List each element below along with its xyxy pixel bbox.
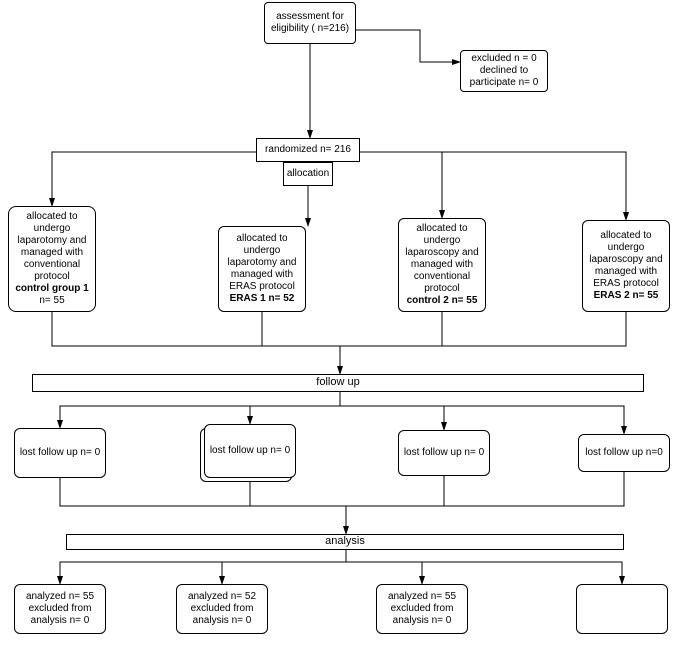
control1-node: allocated to undergo laparotomy and mana… bbox=[8, 206, 96, 312]
node-bold: control group 1 bbox=[15, 283, 88, 295]
node-text: allocated to undergo laparotomy and mana… bbox=[12, 211, 92, 283]
node-text: lost follow up n= 0 bbox=[210, 445, 290, 457]
node-text: analyzed n= 52 excluded from analysis n=… bbox=[180, 591, 264, 627]
lost4-node: lost follow up n=0 bbox=[578, 434, 670, 472]
node-text: lost follow up n= 0 bbox=[404, 447, 484, 459]
analyzed3-node: analyzed n= 55 excluded from analysis n=… bbox=[376, 584, 468, 634]
analyzed2-node: analyzed n= 52 excluded from analysis n=… bbox=[176, 584, 268, 634]
node-bold: ERAS 2 n= 55 bbox=[594, 290, 659, 302]
lost1-node: lost follow up n= 0 bbox=[14, 428, 106, 478]
eras2-node: allocated to undergo laparoscopy and man… bbox=[582, 220, 670, 312]
followup-node: follow up bbox=[32, 374, 644, 392]
randomized-node: randomized n= 216 bbox=[256, 138, 360, 162]
node-text: allocation bbox=[287, 168, 329, 180]
node-text: analyzed n= 55 excluded from analysis n=… bbox=[18, 591, 102, 627]
node-text: allocated to undergo laparotomy and mana… bbox=[222, 233, 302, 293]
control2-node: allocated to undergo laparoscopy and man… bbox=[398, 218, 486, 312]
node-bold: ERAS 1 n= 52 bbox=[230, 293, 295, 305]
node-text: excluded n = 0 declined to participate n… bbox=[464, 53, 544, 89]
assessment-node: assessment for eligibility ( n=216) bbox=[264, 2, 356, 44]
node-text: analysis bbox=[325, 535, 365, 548]
lost3-node: lost follow up n= 0 bbox=[398, 430, 490, 476]
node-text: randomized n= 216 bbox=[265, 144, 351, 156]
node-bold: control 2 n= 55 bbox=[407, 295, 478, 307]
node-text: allocated to undergo laparoscopy and man… bbox=[586, 230, 666, 290]
eras1-node: allocated to undergo laparotomy and mana… bbox=[218, 226, 306, 312]
node-text: lost follow up n=0 bbox=[585, 447, 663, 459]
node-text: allocated to undergo laparoscopy and man… bbox=[402, 223, 482, 295]
node-text: lost follow up n= 0 bbox=[20, 447, 100, 459]
excluded-node: excluded n = 0 declined to participate n… bbox=[460, 50, 548, 92]
node-text: analyzed n= 55 excluded from analysis n=… bbox=[380, 591, 464, 627]
analyzed4-node bbox=[576, 584, 668, 634]
analyzed1-node: analyzed n= 55 excluded from analysis n=… bbox=[14, 584, 106, 634]
allocation-node: allocation bbox=[283, 162, 333, 186]
analysis-node: analysis bbox=[66, 534, 624, 550]
node-text: assessment for eligibility ( n=216) bbox=[268, 11, 352, 35]
node-text: follow up bbox=[316, 376, 359, 389]
lost2-node: lost follow up n= 0 bbox=[204, 424, 296, 478]
flowchart-edges bbox=[0, 0, 685, 670]
node-tail: n= 55 bbox=[39, 295, 64, 307]
